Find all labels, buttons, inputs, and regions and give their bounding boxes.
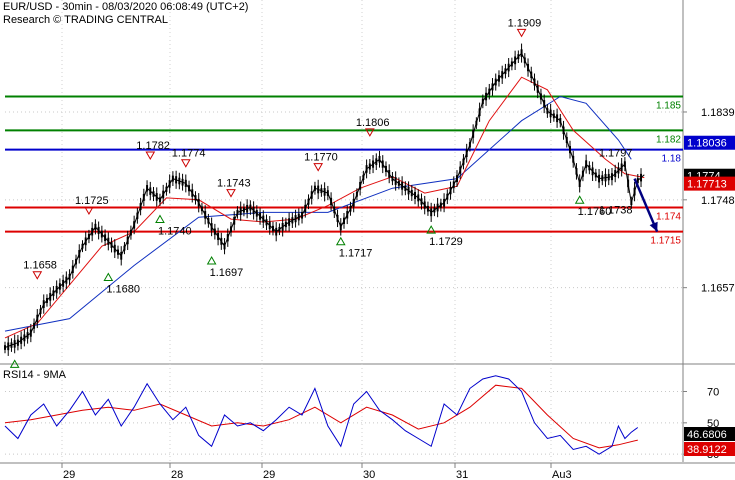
swing-low-label: 1.1729 — [429, 236, 463, 248]
swing-high-label: 1.1725 — [75, 195, 109, 207]
level-label: 1.182 — [656, 134, 681, 145]
rsi-badge-label: 38.9122 — [687, 444, 727, 456]
price-tick-label: 1.1839 — [701, 107, 735, 119]
chart-subtitle: Research © TRADING CENTRAL — [3, 14, 168, 26]
price-tick-label: 1.1748 — [701, 195, 735, 207]
swing-low-marker — [9, 359, 20, 368]
time-tick-label: Au3 — [552, 469, 572, 480]
swing-low-label: 1.1697 — [210, 267, 244, 279]
rsi-badge — [684, 427, 735, 441]
ma-slow-line — [4, 95, 632, 332]
swing-high-marker — [364, 128, 375, 137]
price-line — [4, 52, 645, 348]
rsi-badge-label: 46.6806 — [687, 429, 727, 441]
rsi-tick-label: 50 — [707, 418, 719, 430]
rsi-tick-label: 70 — [707, 387, 719, 399]
swing-high-marker — [226, 189, 236, 198]
level-label: 1.18 — [662, 154, 682, 165]
swing-low-marker — [335, 236, 346, 246]
price-tick-label: 1.1657 — [701, 283, 735, 295]
swing-low-marker — [574, 195, 585, 204]
swing-low-marker — [206, 256, 217, 265]
time-tick-label: 30 — [363, 469, 375, 480]
swing-low-label: 1.1740 — [158, 226, 192, 238]
target-label: 1.1738 — [599, 204, 633, 216]
time-tick-label: 29 — [263, 469, 275, 480]
swing-high-label: 1.1806 — [356, 117, 390, 129]
swing-high-marker — [313, 163, 324, 172]
swing-high-label: 1.1774 — [172, 148, 206, 160]
time-tick-label: 31 — [456, 469, 468, 480]
price-badge-label: 1.18036 — [687, 138, 727, 150]
swing-high-marker — [84, 206, 94, 216]
price-badge-label: 1.17713 — [687, 179, 727, 191]
swing-high-label: 1.1770 — [304, 152, 338, 164]
swing-high-label: 1.1909 — [508, 17, 542, 29]
swing-high-marker — [180, 159, 191, 168]
candle-body — [4, 345, 6, 350]
swing-high-label: 1.1743 — [217, 178, 251, 190]
target-label: 1.1797 — [599, 148, 633, 160]
swing-low-marker — [103, 272, 114, 281]
rsi-badge — [684, 442, 735, 456]
level-label: 1.174 — [656, 212, 681, 223]
level-label: 1.185 — [656, 101, 681, 112]
forecast-arrow-head — [649, 221, 658, 232]
level-label: 1.1715 — [650, 236, 681, 247]
price-badge — [684, 176, 735, 191]
rsi-ma-line — [4, 384, 638, 449]
swing-low-label: 1.1717 — [339, 248, 373, 260]
swing-low-marker — [155, 214, 165, 224]
price-badge — [684, 135, 735, 150]
swing-low-marker — [426, 225, 437, 234]
time-tick-label: 28 — [171, 469, 183, 480]
rsi-line — [4, 375, 639, 455]
swing-high-marker — [32, 271, 43, 280]
rsi-title: RSI14 - 9MA — [3, 369, 67, 381]
swing-high-marker — [145, 151, 156, 161]
chart-title: EUR/USD - 30min - 08/03/2020 06:08:49 (U… — [3, 1, 249, 13]
swing-high-marker — [516, 28, 527, 38]
swing-low-label: 1.1680 — [106, 283, 140, 295]
time-tick-label: 29 — [63, 469, 75, 480]
forecast-arrow-shaft — [633, 178, 659, 233]
ma-fast-line — [4, 76, 645, 339]
swing-high-label: 1.1658 — [23, 260, 57, 272]
swing-low-label: 1.1760 — [578, 206, 612, 218]
swing-high-label: 1.1782 — [136, 140, 170, 152]
